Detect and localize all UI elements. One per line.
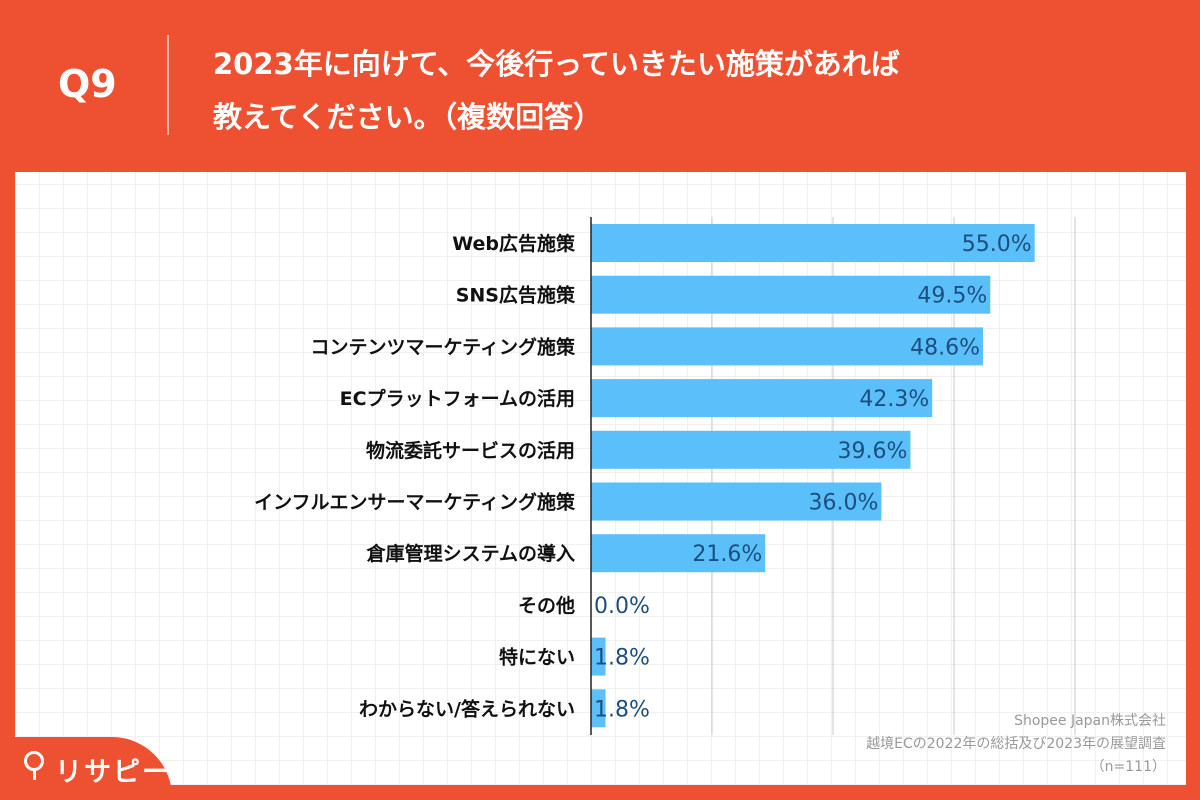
bar <box>591 534 766 573</box>
category-label: わからない/答えられない <box>359 697 575 720</box>
bar <box>591 430 911 469</box>
source-note: Shopee Japan株式会社 越境ECの2022年の総括及び2023年の展望… <box>866 710 1166 779</box>
source-company: Shopee Japan株式会社 <box>1014 713 1166 729</box>
value-label: 36.0% <box>809 491 879 516</box>
sample-size: （n=111） <box>1090 759 1166 775</box>
bar <box>591 224 1035 262</box>
category-label: 物流委託サービスの活用 <box>366 439 575 462</box>
question-number: Q9 <box>58 62 117 106</box>
category-label: その他 <box>518 594 575 617</box>
category-label: インフルエンサーマーケティング施策 <box>254 491 576 514</box>
category-label: Web広告施策 <box>452 232 576 255</box>
category-label: 特にない <box>499 647 575 669</box>
value-label: 55.0% <box>962 232 1032 257</box>
category-label: SNS広告施策 <box>456 284 576 307</box>
category-label: ECプラットフォームの活用 <box>340 387 575 410</box>
bar <box>591 379 933 418</box>
title-line-1: 2023年に向けて、今後行っていきたい施策があれば <box>213 47 900 81</box>
source-survey: 越境ECの2022年の総括及び2023年の展望調査 <box>866 736 1166 752</box>
bar <box>591 327 984 366</box>
logo: リサピー <box>0 737 172 800</box>
chart-title: 2023年に向けて、今後行っていきたい施策があれば 教えてください。（複数回答） <box>213 38 1113 144</box>
header-divider <box>167 35 169 135</box>
logo-text: リサピー <box>55 757 171 788</box>
value-label: 48.6% <box>910 335 980 360</box>
value-label: 39.6% <box>838 439 908 464</box>
value-label: 1.8% <box>594 697 650 722</box>
value-label: 49.5% <box>917 284 987 309</box>
pin-icon <box>24 751 44 780</box>
value-label: 1.8% <box>594 646 650 671</box>
value-label: 42.3% <box>859 387 929 412</box>
bar <box>591 275 991 314</box>
bar <box>591 689 606 728</box>
bar <box>591 482 882 521</box>
value-label: 21.6% <box>692 542 762 567</box>
title-line-2: 教えてください。（複数回答） <box>213 100 603 134</box>
category-label: コンテンツマーケティング施策 <box>311 335 576 358</box>
category-label: 倉庫管理システムの導入 <box>366 542 575 565</box>
bar <box>591 637 606 676</box>
chart-panel <box>15 172 1186 785</box>
value-label: 0.0% <box>594 594 650 619</box>
